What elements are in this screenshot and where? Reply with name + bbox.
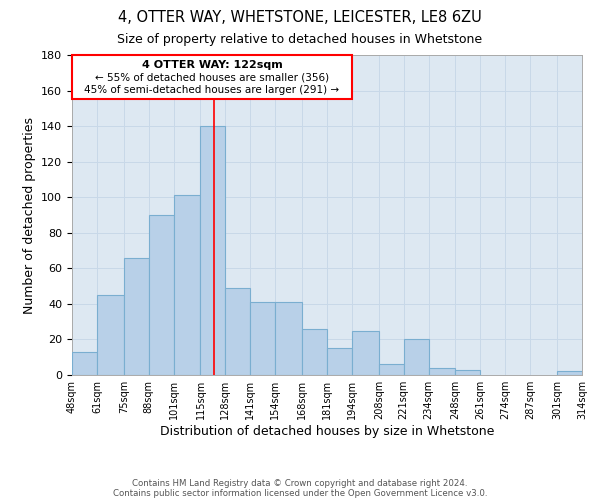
Bar	[455, 370, 481, 375]
Bar	[226, 288, 250, 375]
Bar	[97, 295, 124, 375]
Text: ← 55% of detached houses are smaller (356): ← 55% of detached houses are smaller (35…	[95, 73, 329, 83]
Bar	[149, 215, 173, 375]
Bar	[250, 302, 275, 375]
Bar	[200, 126, 226, 375]
Bar	[124, 258, 149, 375]
Text: 4, OTTER WAY, WHETSTONE, LEICESTER, LE8 6ZU: 4, OTTER WAY, WHETSTONE, LEICESTER, LE8 …	[118, 10, 482, 25]
Bar	[352, 330, 379, 375]
Bar	[173, 196, 200, 375]
Bar	[302, 329, 327, 375]
Bar	[72, 55, 352, 100]
Text: Size of property relative to detached houses in Whetstone: Size of property relative to detached ho…	[118, 32, 482, 46]
Text: Contains HM Land Registry data © Crown copyright and database right 2024.: Contains HM Land Registry data © Crown c…	[132, 478, 468, 488]
Bar	[327, 348, 352, 375]
Bar	[428, 368, 455, 375]
Bar	[72, 352, 97, 375]
Bar	[404, 340, 428, 375]
Text: 4 OTTER WAY: 122sqm: 4 OTTER WAY: 122sqm	[142, 60, 283, 70]
Y-axis label: Number of detached properties: Number of detached properties	[23, 116, 35, 314]
X-axis label: Distribution of detached houses by size in Whetstone: Distribution of detached houses by size …	[160, 425, 494, 438]
Text: Contains public sector information licensed under the Open Government Licence v3: Contains public sector information licen…	[113, 488, 487, 498]
Bar	[379, 364, 404, 375]
Bar	[557, 372, 582, 375]
Bar	[275, 302, 302, 375]
Text: 45% of semi-detached houses are larger (291) →: 45% of semi-detached houses are larger (…	[85, 85, 340, 95]
